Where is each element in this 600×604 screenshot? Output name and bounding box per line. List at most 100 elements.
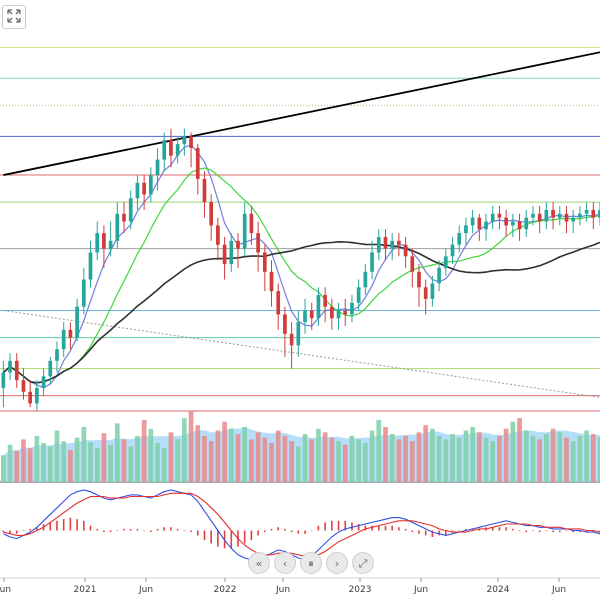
- candle: [175, 136, 180, 164]
- candle: [403, 236, 408, 268]
- volume-bar: [161, 448, 167, 482]
- volume-bar: [61, 441, 67, 482]
- macd-histogram-bar: [123, 528, 125, 531]
- volume-bar: [202, 435, 207, 482]
- candle: [350, 295, 354, 323]
- candle: [470, 209, 475, 234]
- candle-body: [249, 213, 254, 234]
- candle: [524, 209, 529, 237]
- volume-bar: [289, 441, 294, 482]
- candle-body: [504, 217, 508, 226]
- candle: [195, 144, 200, 195]
- macd-histogram-bar: [371, 525, 373, 531]
- candle-body: [256, 233, 260, 253]
- candle: [8, 353, 12, 381]
- candle-body: [35, 387, 39, 404]
- candle: [41, 368, 46, 396]
- macd-histogram-bar: [465, 528, 467, 531]
- macd-histogram-bar: [15, 530, 18, 534]
- macd-histogram-bar: [243, 530, 246, 544]
- x-tick-label: Jun: [551, 585, 566, 595]
- moving-average-lines: [2, 144, 600, 389]
- candle-body: [531, 213, 535, 218]
- macd-histogram-bar: [411, 530, 414, 533]
- zoom-button[interactable]: ⤢: [352, 552, 374, 574]
- candle-body: [162, 140, 167, 160]
- back-button[interactable]: ‹: [274, 552, 296, 574]
- macd-histogram-bar: [438, 530, 440, 536]
- volume-bar: [557, 432, 563, 482]
- volume-bar: [114, 423, 120, 482]
- macd-line: [3, 489, 600, 561]
- expand-button[interactable]: [2, 5, 26, 29]
- macd-histogram-bar: [203, 530, 206, 541]
- candle-body: [537, 213, 542, 222]
- candle-body: [142, 182, 146, 195]
- candle: [283, 306, 287, 357]
- candle: [336, 302, 341, 330]
- macd-histogram-bar: [89, 525, 92, 531]
- candle: [363, 264, 368, 296]
- pause-button[interactable]: ⏸: [300, 552, 322, 574]
- candle: [35, 380, 39, 412]
- volume-bar: [564, 437, 569, 482]
- candle: [135, 175, 140, 210]
- candle-body: [216, 225, 220, 245]
- macd-histogram-bar: [290, 530, 293, 533]
- rewind-button[interactable]: «: [248, 552, 270, 574]
- macd-histogram-bar: [585, 530, 588, 533]
- macd-histogram-bar: [36, 527, 38, 531]
- volume-bar: [577, 435, 583, 482]
- candle-body: [21, 380, 26, 392]
- macd-histogram-bar: [176, 528, 179, 531]
- candle-body: [430, 283, 435, 299]
- candle: [242, 202, 247, 257]
- candlesticks: [1, 128, 600, 412]
- trendlines: [3, 51, 600, 398]
- volume-bar: [443, 439, 449, 482]
- macd-histogram-bar: [284, 528, 286, 531]
- macd-histogram-bar: [458, 530, 461, 532]
- macd-histogram-bar: [357, 524, 360, 531]
- volume-bar: [470, 426, 475, 482]
- volume-bar: [175, 439, 180, 482]
- volume-bar: [295, 446, 301, 482]
- candle-body: [108, 240, 113, 249]
- x-axis: Jun 2021 Jun 2022 Jun 2023 Jun 2024 Jun: [0, 577, 600, 595]
- forward-button[interactable]: ›: [326, 552, 348, 574]
- trendline-1: [3, 310, 600, 398]
- candle-body: [14, 360, 19, 381]
- x-tick-label: Jun: [275, 585, 290, 595]
- ma-medium-line: [3, 167, 600, 384]
- macd-histogram-bar: [424, 530, 427, 536]
- macd-histogram-bar: [445, 530, 447, 536]
- macd-histogram-bar: [250, 530, 253, 541]
- volume-bar: [47, 446, 53, 482]
- candle: [490, 206, 495, 230]
- candle: [28, 380, 33, 408]
- candle: [430, 275, 435, 307]
- macd-histogram-bar: [451, 530, 454, 533]
- candle: [370, 240, 374, 280]
- candle: [81, 267, 86, 315]
- candle-body: [423, 287, 428, 299]
- volume-bar: [503, 428, 509, 482]
- macd-histogram-bar: [29, 528, 31, 531]
- candle-body: [48, 360, 53, 377]
- macd-histogram-bar: [538, 530, 541, 533]
- candle-body: [511, 221, 515, 226]
- ma-slow-line: [2, 240, 600, 384]
- candle-body: [122, 213, 126, 222]
- volume-bar: [423, 425, 429, 482]
- macd-histogram-bar: [82, 520, 85, 531]
- candle: [417, 264, 421, 307]
- volume-bar: [108, 444, 113, 482]
- macd-histogram-bar: [471, 528, 474, 531]
- macd-histogram-bar: [56, 520, 58, 531]
- candle: [1, 360, 6, 408]
- candle-body: [343, 310, 348, 315]
- volume-bar: [590, 434, 596, 482]
- macd-histogram-bar: [579, 530, 581, 533]
